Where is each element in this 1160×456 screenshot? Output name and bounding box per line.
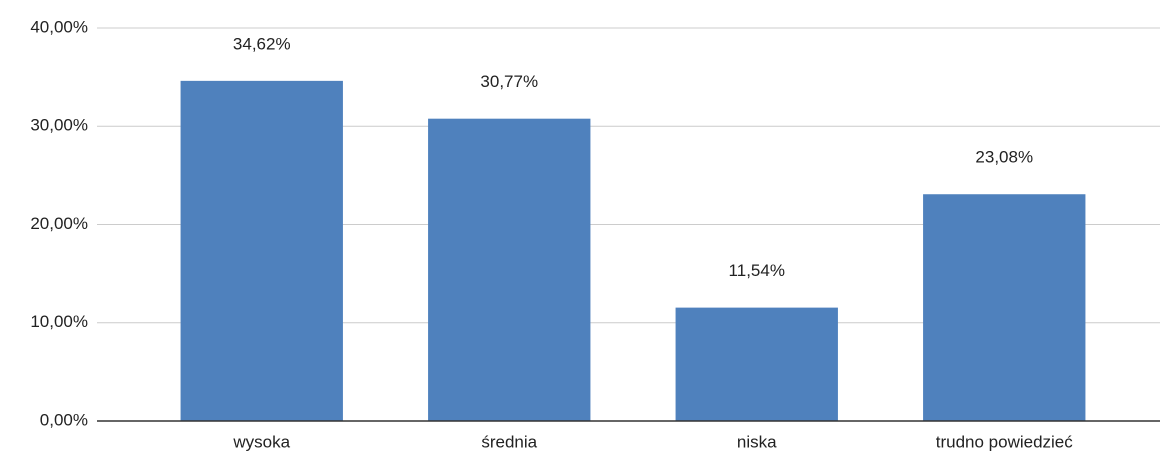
y-tick-label: 10,00% [30, 312, 88, 331]
y-tick-label: 30,00% [30, 116, 88, 135]
data-label: 11,54% [729, 261, 785, 280]
data-label: 23,08% [975, 148, 1033, 167]
data-label: 34,62% [233, 34, 291, 53]
bar [923, 194, 1086, 421]
bar [428, 118, 591, 421]
bar [675, 307, 838, 421]
x-tick-label: niska [737, 432, 777, 451]
x-tick-label: trudno powiedzieć [936, 432, 1074, 451]
bar [180, 80, 343, 422]
y-tick-label: 0,00% [40, 410, 88, 429]
y-tick-label: 40,00% [30, 17, 88, 36]
x-tick-label: średnia [481, 432, 537, 451]
y-tick-label: 20,00% [30, 214, 88, 233]
x-tick-label: wysoka [232, 432, 290, 451]
data-label: 30,77% [480, 72, 538, 91]
